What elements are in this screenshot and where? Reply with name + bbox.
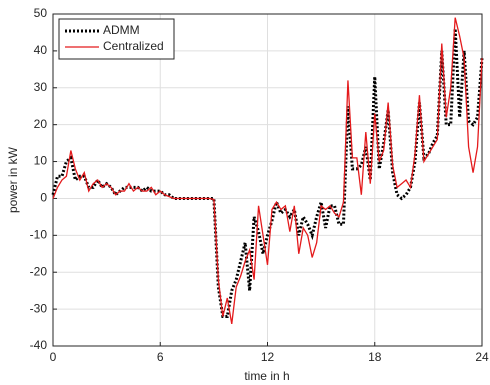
y-tick-label: 0 (40, 191, 47, 205)
y-tick-label: 30 (34, 80, 48, 94)
legend-box (58, 18, 175, 60)
y-tick-label: 10 (34, 154, 48, 168)
y-tick-label: 50 (34, 6, 48, 20)
series-line (52, 17, 483, 324)
x-tick-label: 24 (475, 350, 489, 364)
x-tick-label: 18 (368, 350, 382, 364)
y-tick-label: -30 (30, 301, 48, 315)
x-tick-label: 6 (157, 350, 164, 364)
y-tick-label: 20 (34, 117, 48, 131)
y-axis-label: power in kW (6, 146, 20, 213)
legend-label: Centralized (103, 39, 164, 53)
x-tick-label: 0 (50, 350, 57, 364)
y-tick-label: -20 (30, 264, 48, 278)
x-tick-label: 12 (261, 350, 275, 364)
plot-frame (52, 13, 483, 347)
x-axis-label: time in h (244, 369, 289, 383)
y-tick-label: -10 (30, 228, 48, 242)
y-tick-label: -40 (30, 338, 48, 352)
legend-label: ADMM (103, 23, 140, 37)
y-tick-label: 40 (34, 43, 48, 57)
